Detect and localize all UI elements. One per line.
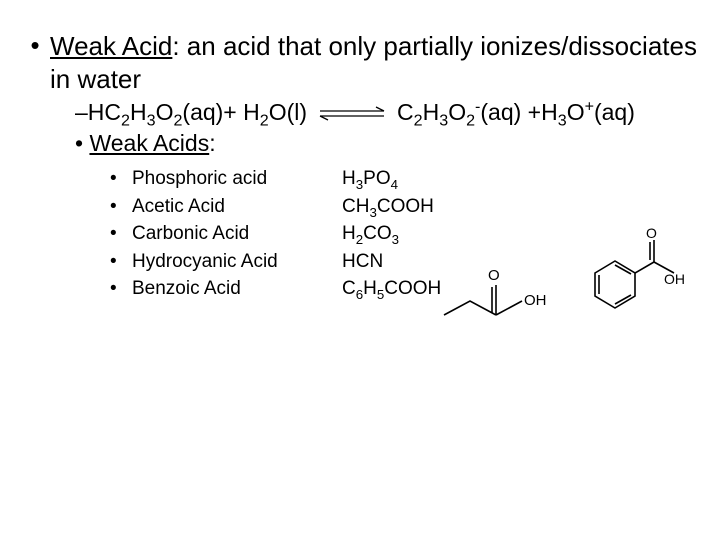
benzoic-acid-structure-icon: O OH [560, 228, 690, 338]
structures: O OH O OH [436, 210, 690, 343]
bullet-dot: • [20, 30, 50, 95]
acid-formula: CH3COOH [342, 193, 434, 221]
subheading-colon: : [209, 130, 215, 156]
bullet-dot: • [110, 275, 132, 303]
acetic-acid-structure-icon: O OH [436, 263, 556, 338]
list-item: • Phosphoric acid H3PO4 [110, 165, 700, 193]
dash: – [75, 97, 88, 128]
acid-formula: H3PO4 [342, 165, 398, 193]
acid-name: Acetic Acid [132, 193, 342, 221]
heading-term: Weak Acid [50, 31, 172, 61]
acid-name: Hydrocyanic Acid [132, 248, 342, 276]
subheading-bullet: • [75, 130, 89, 156]
subheading-line: • Weak Acids: [75, 128, 700, 159]
equilibrium-arrow-icon [307, 104, 397, 122]
svg-text:O: O [646, 228, 657, 241]
bullet-dot: • [110, 248, 132, 276]
svg-text:OH: OH [524, 292, 547, 309]
subheading-text: Weak Acids [89, 130, 209, 156]
equation-right: C2H3O2-(aq) +H3O+(aq) [397, 97, 635, 128]
svg-text:O: O [488, 267, 500, 284]
heading-content: Weak Acid: an acid that only partially i… [50, 30, 700, 95]
acid-name: Carbonic Acid [132, 220, 342, 248]
heading-row: • Weak Acid: an acid that only partially… [20, 30, 700, 95]
equation-left: HC2H3O2(aq)+ H2O(l) [88, 97, 307, 128]
bullet-dot: • [110, 165, 132, 193]
acid-formula: H2CO3 [342, 220, 399, 248]
acid-name: Phosphoric acid [132, 165, 342, 193]
acid-formula: C6H5COOH [342, 275, 441, 303]
equation-line: – HC2H3O2(aq)+ H2O(l) C2H3O2-(aq) +H3O+(… [75, 97, 700, 128]
bullet-dot: • [110, 193, 132, 221]
bullet-dot: • [110, 220, 132, 248]
svg-text:OH: OH [664, 271, 685, 287]
acid-name: Benzoic Acid [132, 275, 342, 303]
acid-formula: HCN [342, 248, 383, 276]
